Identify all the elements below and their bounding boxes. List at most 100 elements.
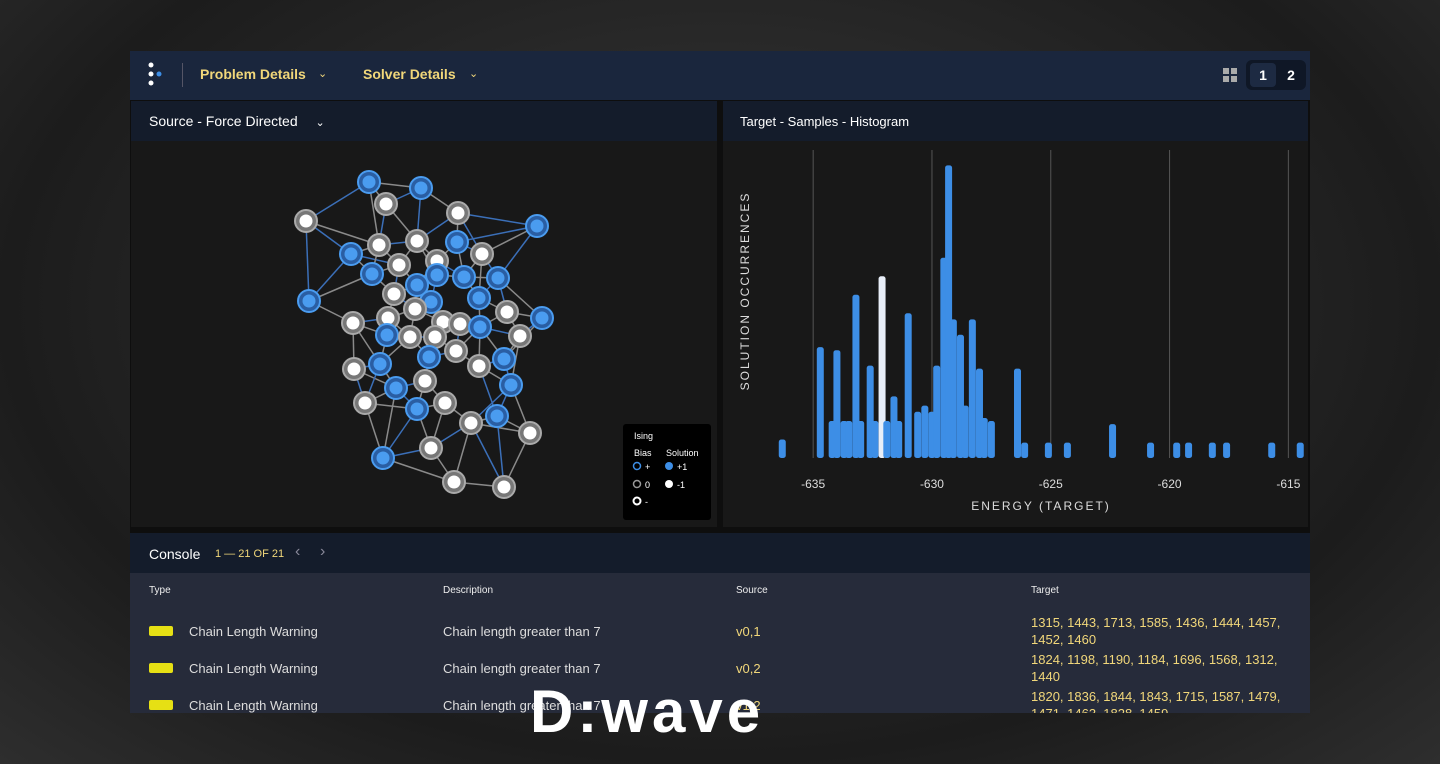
chevron[interactable]: ⌄ [469,68,479,80]
column-header: Target [1031,585,1059,596]
console-range: 1 — 21 OF 21 [215,548,285,560]
node-core [418,374,432,388]
node-core [535,311,549,325]
node-core [379,197,393,211]
bar [1014,368,1021,458]
table-cell: Chain Length Warning [189,624,318,639]
bar [895,421,903,458]
x-tick-label: -615 [1276,477,1300,491]
node-core [380,328,394,342]
chevron[interactable]: ⌄ [315,117,325,129]
legend-label: +1 [677,462,688,472]
table-cell: 1820, 1836, 1844, 1843, 1715, 1587, 1479… [1031,689,1281,713]
node-core [491,271,505,285]
node-core [414,181,428,195]
legend-heading: Bias [634,448,652,458]
table-cell: v0,2 [736,661,761,676]
node-core [365,267,379,281]
graph [294,170,554,499]
bar [1147,442,1155,458]
node-core [428,330,442,344]
node-core [473,320,487,334]
app-icon [148,62,162,86]
table-cell: v0,1 [736,624,761,639]
layout-icon[interactable] [1223,68,1237,82]
chevron[interactable]: ⌄ [318,68,328,80]
legend: Ising Bias Solution + 0 - +1 -1 [623,424,711,520]
node-core [453,317,467,331]
edge [305,220,310,302]
legend-heading: Solution [666,448,699,458]
x-tick-label: -625 [1039,477,1063,491]
bar [1208,442,1216,458]
type-swatch [149,700,173,710]
tab[interactable]: Problem Details [200,66,306,82]
type-swatch [149,663,173,673]
x-tick-label: -630 [920,477,944,491]
legend-label: - [645,497,648,507]
bar [1109,424,1117,458]
bar [857,421,865,458]
table-cell: 1315, 1443, 1713, 1585, 1436, 1444, 1457… [1031,615,1281,647]
logo: D:wave [530,678,765,745]
bar [1173,442,1181,458]
edge [456,225,538,243]
node-core [346,316,360,330]
prev-button[interactable]: ‹ [295,543,301,560]
node-core [381,311,395,325]
table-cell: Chain length greater than 7 [443,624,601,639]
bar [1063,442,1071,458]
tab[interactable]: Solver Details [363,66,456,82]
x-tick-label: -620 [1158,477,1182,491]
table-cell: Chain length greater than 7 [443,661,601,676]
page-switch: 1 2 [1246,60,1306,90]
console-table: Type Description Source Target Chain Length … [130,573,1310,713]
node-core [475,247,489,261]
node-core [358,396,372,410]
node-core [410,402,424,416]
bar [816,347,824,458]
table-cell: 1824, 1198, 1190, 1184, 1696, 1568, 1312… [1031,652,1278,684]
type-swatch [149,626,173,636]
graph-panel: Ising Bias Solution + 0 - +1 -1 [131,141,717,527]
bar [914,411,922,458]
next-button[interactable]: › [320,543,326,560]
node-core [500,305,514,319]
node-core [389,381,403,395]
panel-title[interactable]: Source - Force Directed [149,113,298,129]
column-header: Source [736,585,768,596]
node-core [403,330,417,344]
legend-label: -1 [677,480,686,490]
table-cell: Chain Length Warning [189,661,318,676]
node-core [362,175,376,189]
edge [305,181,370,222]
bar [852,294,860,458]
histogram: -635 -630 -625 -620 -615 ENERGY (TARGET) SOLUT… [738,150,1304,513]
table-cell: v1,2 [736,698,761,713]
histogram-panel: -635 -630 -625 -620 -615 ENERGY (TARGET) SOLUT… [723,141,1308,527]
node-core [408,302,422,316]
edge [457,212,538,227]
node-core [347,362,361,376]
bar [1185,442,1193,458]
legend-title: Ising [634,431,654,441]
page-button[interactable]: 2 [1287,67,1295,83]
bar [933,365,941,458]
node-core [424,295,438,309]
bar [921,405,929,458]
top-bar: Problem Details ⌄ Solver Details ⌄ 1 2 [130,51,1310,100]
node-core [464,416,478,430]
node-core [451,206,465,220]
bar [878,276,886,458]
x-tick-label: -635 [801,477,825,491]
x-axis-label: ENERGY (TARGET) [971,499,1111,513]
page-button[interactable]: 1 [1250,63,1276,87]
node-core [299,214,313,228]
node-core [497,480,511,494]
app-window: Problem Details ⌄ Solver Details ⌄ 1 2 S… [130,51,1310,713]
bar [1223,442,1231,458]
node-core [424,441,438,455]
node-core [436,315,450,329]
bar [1268,442,1276,458]
node-core [513,329,527,343]
